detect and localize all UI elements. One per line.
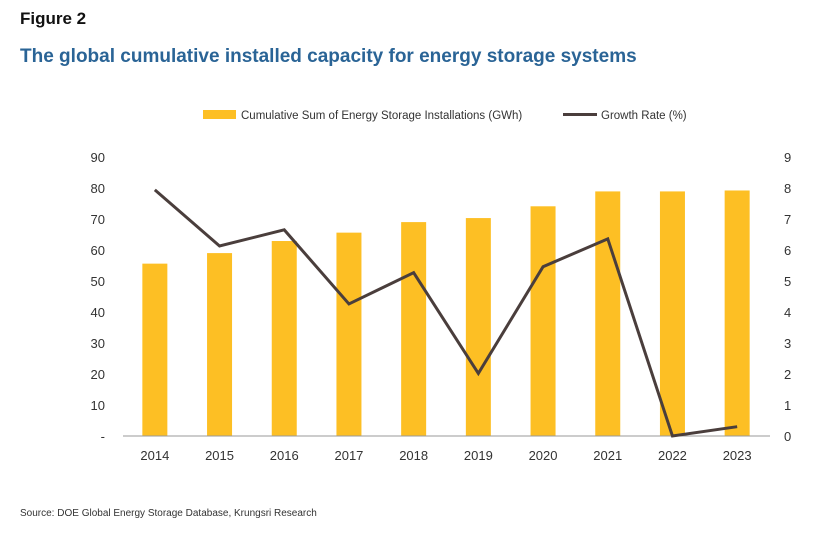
y-left-tick-label: - <box>101 429 105 444</box>
source-note: Source: DOE Global Energy Storage Databa… <box>20 508 317 519</box>
y-right-tick-label: 1 <box>784 398 791 413</box>
x-tick-label: 2022 <box>658 448 687 463</box>
y-right-tick-label: 0 <box>784 429 791 444</box>
y-left-tick-label: 20 <box>91 367 105 382</box>
bar <box>401 222 427 436</box>
bar <box>530 206 556 436</box>
x-tick-label: 2019 <box>464 448 493 463</box>
y-right-tick-label: 9 <box>784 150 791 165</box>
y-left-tick-label: 10 <box>91 398 105 413</box>
bar <box>724 190 750 436</box>
y-left-tick-label: 90 <box>91 150 105 165</box>
bar <box>465 218 491 436</box>
x-tick-label: 2016 <box>270 448 299 463</box>
x-tick-label: 2018 <box>399 448 428 463</box>
bar <box>271 241 297 436</box>
legend-bar-label: Cumulative Sum of Energy Storage Install… <box>241 110 522 122</box>
bar <box>595 191 621 436</box>
x-tick-label: 2014 <box>140 448 169 463</box>
legend-bar-swatch <box>203 110 236 119</box>
y-left-tick-label: 80 <box>91 181 105 196</box>
figure-label: Figure 2 <box>20 9 87 28</box>
legend-line-label: Growth Rate (%) <box>601 110 687 122</box>
bar <box>207 253 233 436</box>
chart-title: The global cumulative installed capacity… <box>20 46 637 67</box>
y-right-tick-label: 3 <box>784 336 791 351</box>
bar <box>659 191 685 436</box>
y-right-tick-label: 5 <box>784 274 791 289</box>
y-left-tick-label: 40 <box>91 305 105 320</box>
y-right-tick-label: 4 <box>784 305 791 320</box>
x-tick-label: 2015 <box>205 448 234 463</box>
y-right-tick-label: 2 <box>784 367 791 382</box>
y-right-tick-label: 6 <box>784 243 791 258</box>
x-tick-label: 2023 <box>723 448 752 463</box>
bar <box>142 263 168 436</box>
growth-rate-line <box>153 188 738 438</box>
y-left-tick-label: 70 <box>91 212 105 227</box>
x-tick-label: 2020 <box>529 448 558 463</box>
x-tick-label: 2021 <box>593 448 622 463</box>
y-left-tick-label: 30 <box>91 336 105 351</box>
y-right-tick-label: 8 <box>784 181 791 196</box>
y-left-tick-label: 50 <box>91 274 105 289</box>
x-tick-label: 2017 <box>334 448 363 463</box>
bar <box>336 232 362 436</box>
y-left-tick-label: 60 <box>91 243 105 258</box>
y-right-tick-label: 7 <box>784 212 791 227</box>
